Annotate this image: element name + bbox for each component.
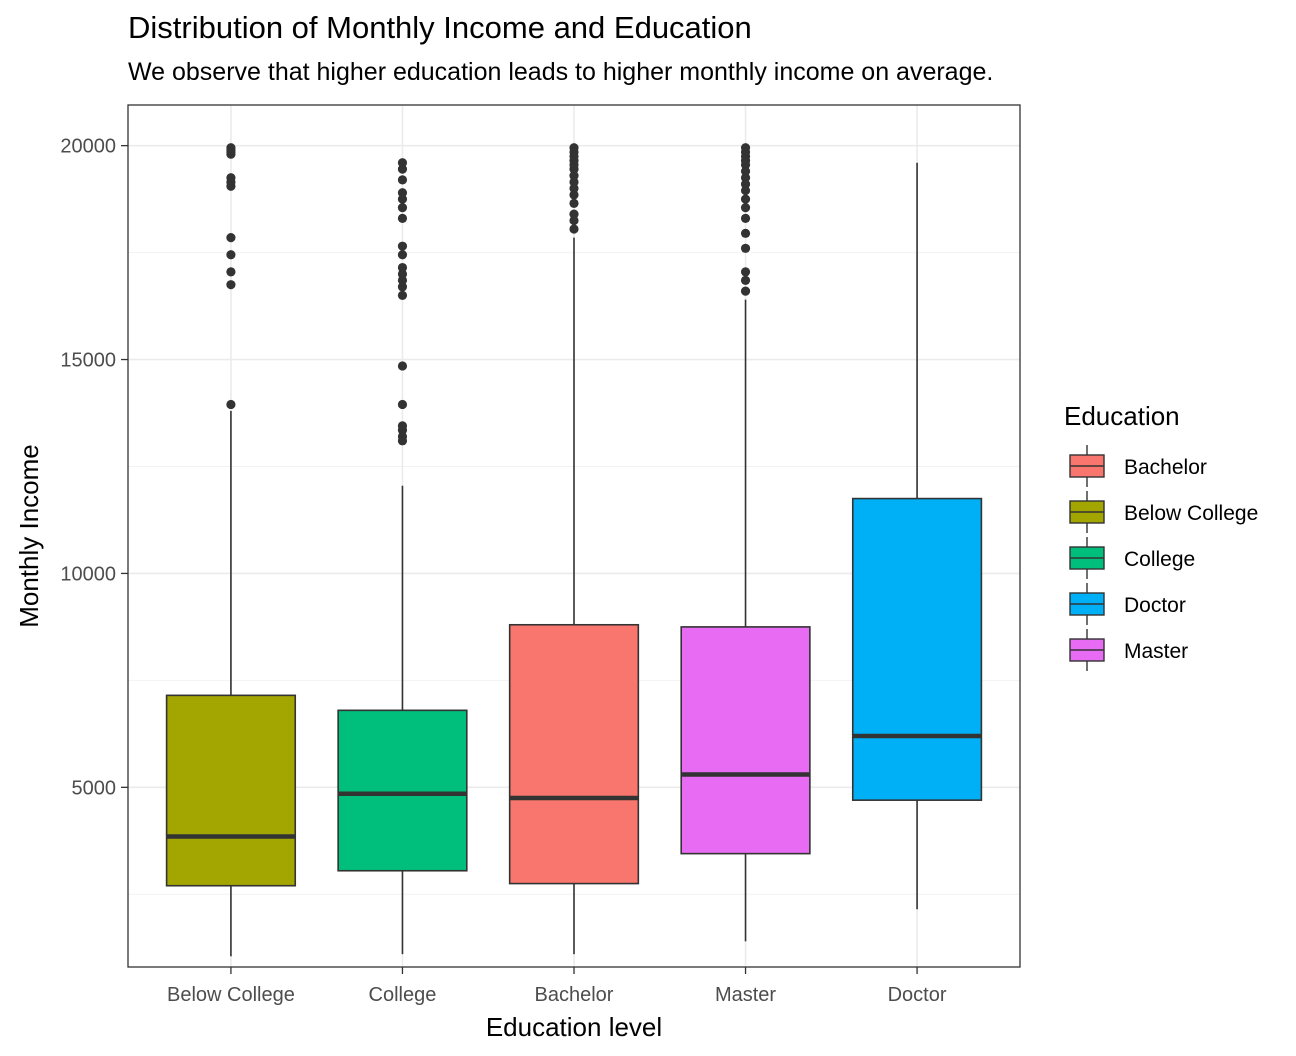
- outlier-point: [740, 166, 751, 176]
- legend-label: College: [1124, 548, 1195, 571]
- outlier-point: [740, 179, 751, 189]
- outlier-point: [397, 158, 408, 168]
- legend-label: Master: [1124, 640, 1188, 663]
- y-axis-title: Monthly Income: [14, 444, 44, 628]
- outlier-point: [397, 164, 408, 174]
- y-tick-label: 20000: [60, 136, 116, 158]
- legend-item: Bachelor: [1069, 445, 1207, 487]
- y-axis: 5000 10000 15000 20000: [60, 136, 128, 799]
- outlier-point: [740, 228, 751, 238]
- outlier-point: [740, 185, 751, 196]
- outlier-point: [740, 267, 751, 277]
- outlier-point: [397, 399, 408, 410]
- box-series: [165, 143, 983, 957]
- box-iqr: [851, 497, 983, 801]
- outlier-point: [397, 436, 408, 446]
- legend-item: Doctor: [1069, 583, 1186, 625]
- box-master: [680, 143, 811, 942]
- outlier-point: [740, 173, 751, 183]
- legend-title: Education: [1064, 401, 1180, 431]
- outlier-point: [740, 213, 751, 223]
- box-iqr: [508, 623, 640, 885]
- outlier-point: [397, 194, 408, 204]
- outlier-point: [740, 160, 751, 170]
- legend-item: College: [1069, 537, 1195, 579]
- outlier-point: [740, 203, 751, 213]
- outlier-point: [569, 183, 579, 194]
- box-bachelor: [508, 143, 640, 955]
- outlier-point: [569, 224, 579, 234]
- outlier-point: [397, 213, 408, 223]
- outlier-point: [397, 361, 408, 371]
- outlier-point: [569, 170, 579, 181]
- outlier-point: [226, 181, 236, 191]
- box-iqr: [165, 694, 297, 887]
- legend-label: Bachelor: [1124, 456, 1207, 479]
- outlier-point: [397, 275, 408, 285]
- outlier-point: [740, 243, 751, 253]
- outlier-point: [397, 282, 408, 292]
- legend-item: Below College: [1069, 491, 1258, 533]
- y-tick-label: 10000: [60, 563, 116, 585]
- outlier-point: [397, 250, 408, 260]
- legend: Education Bachelor Below College College Doc…: [1064, 401, 1258, 671]
- outlier-point: [397, 241, 408, 251]
- x-tick-label: Bachelor: [535, 984, 614, 1006]
- outlier-point: [569, 177, 579, 187]
- outlier-point: [397, 262, 408, 273]
- outlier-point: [740, 286, 751, 296]
- outlier-point: [226, 233, 236, 243]
- x-tick-label: Master: [715, 984, 776, 1006]
- outlier-point: [226, 149, 236, 159]
- x-tick-label: Below College: [167, 984, 295, 1006]
- box-doctor: [851, 162, 983, 910]
- y-tick-label: 5000: [72, 777, 117, 799]
- outlier-point: [569, 164, 579, 174]
- outlier-point: [226, 267, 236, 277]
- box-iqr: [680, 626, 811, 855]
- outlier-point: [397, 425, 408, 435]
- outlier-point: [397, 175, 408, 185]
- outlier-point: [397, 269, 408, 279]
- legend-label: Below College: [1124, 502, 1258, 525]
- x-tick-label: Doctor: [888, 984, 947, 1006]
- legend-label: Doctor: [1124, 594, 1186, 617]
- chart-title: Distribution of Monthly Income and Educa…: [128, 10, 752, 45]
- box-below-college: [165, 143, 297, 957]
- box-college: [337, 158, 468, 955]
- y-tick-label: 15000: [60, 350, 116, 372]
- legend-item: Master: [1069, 629, 1188, 671]
- outlier-point: [569, 209, 579, 219]
- box-iqr: [337, 709, 468, 872]
- outlier-point: [397, 290, 408, 300]
- outlier-point: [226, 399, 236, 410]
- x-axis: Below College College Bachelor Master Doctor: [167, 967, 947, 1006]
- x-tick-label: College: [369, 984, 437, 1006]
- outlier-point: [569, 190, 579, 200]
- outlier-point: [397, 188, 408, 198]
- outlier-point: [569, 215, 579, 226]
- outlier-point: [740, 194, 751, 204]
- outlier-point: [226, 250, 236, 260]
- chart-subtitle: We observe that higher education leads t…: [128, 58, 994, 86]
- outlier-point: [397, 203, 408, 213]
- outlier-point: [740, 275, 751, 285]
- x-axis-title: Education level: [486, 1012, 662, 1042]
- outlier-point: [226, 280, 236, 290]
- outlier-point: [569, 198, 579, 208]
